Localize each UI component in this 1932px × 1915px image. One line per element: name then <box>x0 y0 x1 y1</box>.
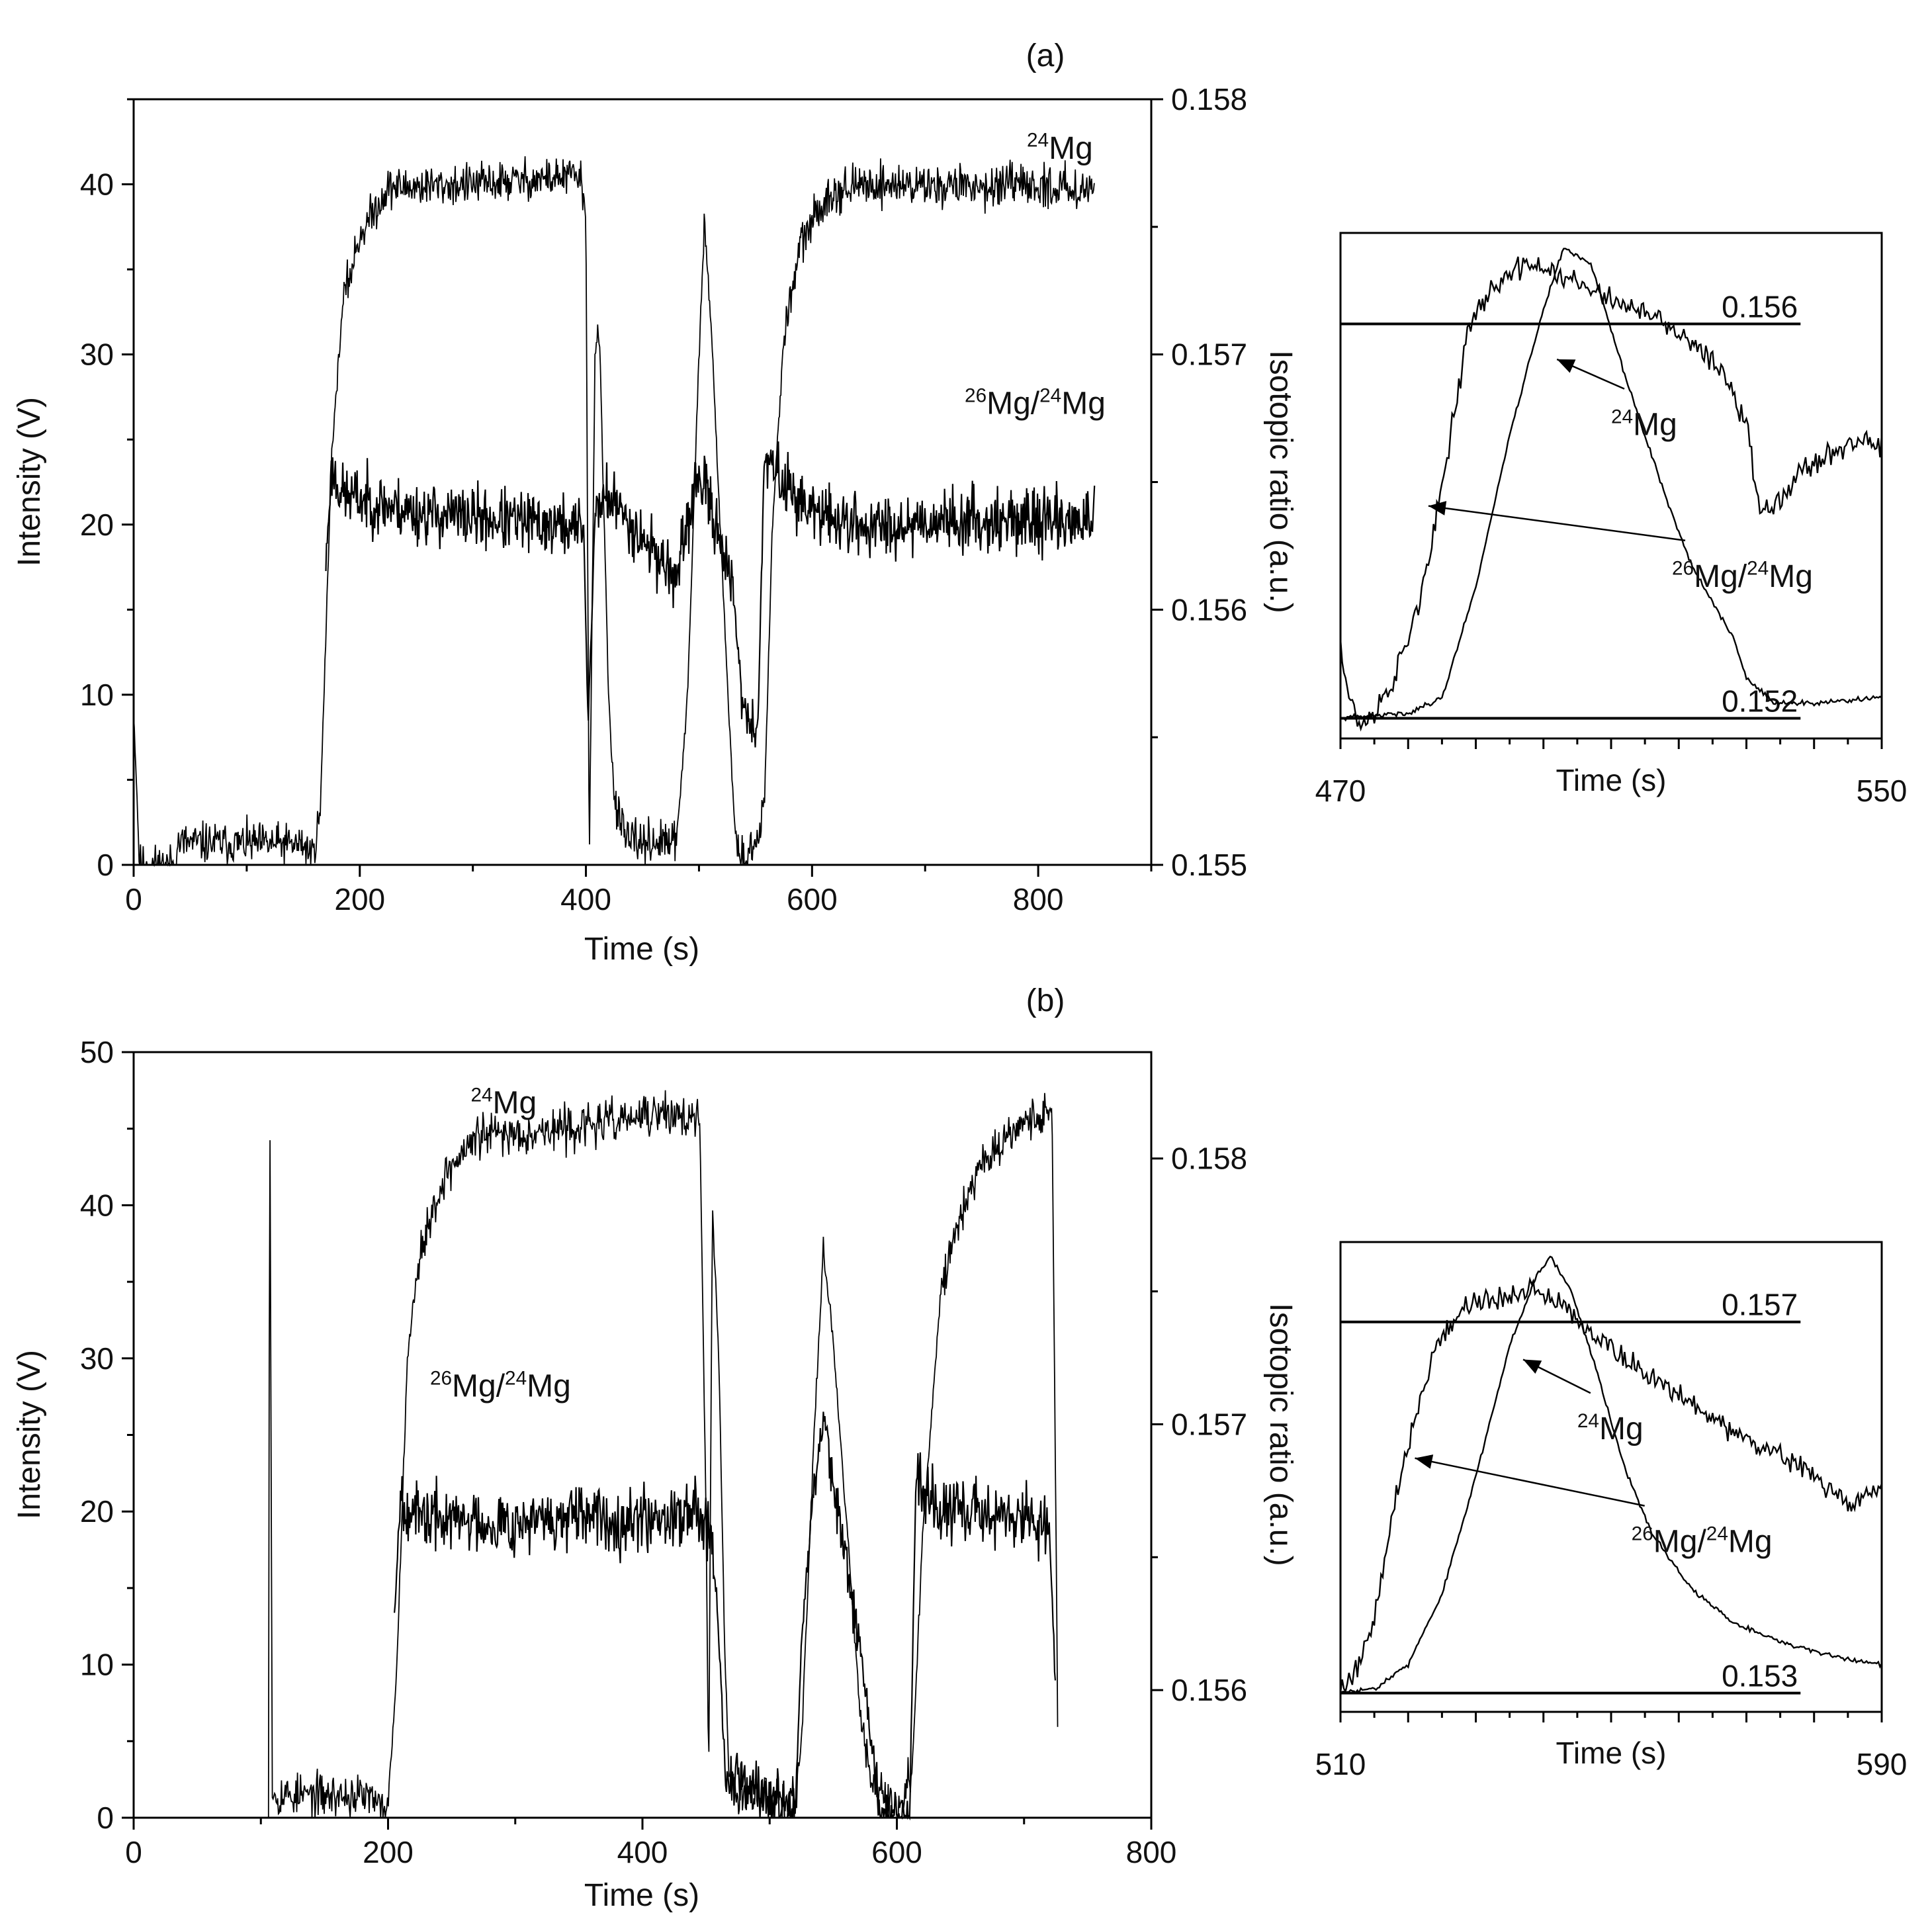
x-axis-label: Time (s) <box>1556 1736 1667 1770</box>
y2-tick-label: 0.157 <box>1171 1407 1247 1441</box>
series-annotation: 26Mg/24Mg <box>965 384 1106 421</box>
y-tick-label: 0 <box>97 848 114 882</box>
x-tick-label: 470 <box>1315 774 1366 808</box>
series-lines: 0.156 0.152 <box>1339 247 1883 732</box>
x-tick-label: 600 <box>871 1835 922 1869</box>
panel-a-inset-chart: Time (s) 470 550 0.156 0.152 24Mg 26Mg/24Mg <box>1315 232 1908 808</box>
y-tick-label: 20 <box>80 508 114 542</box>
x-tick-label: 600 <box>787 882 838 916</box>
y2-tick-label: 0.155 <box>1171 848 1247 882</box>
series-line-24Mg <box>1340 1255 1883 1695</box>
x-tick-label: 400 <box>560 882 611 916</box>
axis-ticks: 510 590 <box>1315 1712 1908 1781</box>
y2-axis-label: Isotopic ratio (a.u.) <box>1263 350 1298 613</box>
series-line-26Mg-24Mg <box>1339 1276 1883 1694</box>
series-line-24Mg <box>133 156 1095 868</box>
y-tick-label: 40 <box>80 167 114 202</box>
x-tick-label: 0 <box>125 1835 142 1869</box>
x-tick-label: 400 <box>617 1835 668 1869</box>
y-tick-label: 10 <box>80 678 114 712</box>
y2-tick-label: 0.158 <box>1171 1141 1247 1176</box>
y2-tick-label: 0.156 <box>1171 1673 1247 1707</box>
annotations: 24Mg 26Mg/24Mg <box>1415 1358 1773 1560</box>
series-line-26Mg-24Mg <box>325 441 1096 748</box>
reference-line-label: 0.157 <box>1722 1288 1798 1322</box>
reference-line-label: 0.152 <box>1722 684 1798 718</box>
series-lines <box>133 156 1096 868</box>
x-axis-label: Time (s) <box>584 932 699 967</box>
x-axis-label: Time (s) <box>584 1878 699 1913</box>
y2-tick-label: 0.156 <box>1171 592 1247 627</box>
series-annotation: 24Mg <box>1611 406 1677 442</box>
y-axis-label: Intensity (V) <box>12 1350 47 1519</box>
annotation-arrow-head <box>1428 501 1447 515</box>
reference-line-label: 0.153 <box>1722 1659 1798 1693</box>
panel-b-main-chart: (b) Time (s) Intensity (V) Isotopic rati… <box>12 983 1298 1913</box>
reference-line-label: 0.156 <box>1722 290 1798 324</box>
y2-axis-label: Isotopic ratio (a.u.) <box>1263 1303 1298 1566</box>
panel-b-inset-chart: Time (s) 510 590 0.157 0.153 24Mg 26Mg/24Mg <box>1315 1241 1908 1781</box>
y-tick-label: 10 <box>80 1648 114 1682</box>
annotations: 24Mg 26Mg/24Mg <box>965 130 1106 422</box>
series-annotation: 26Mg/24Mg <box>430 1367 571 1403</box>
series-annotation: 26Mg/24Mg <box>1672 558 1813 594</box>
y2-tick-label: 0.158 <box>1171 82 1247 116</box>
x-tick-label: 200 <box>334 882 385 916</box>
y-tick-label: 20 <box>80 1494 114 1529</box>
y2-tick-label: 0.157 <box>1171 337 1247 372</box>
series-annotation: 24Mg <box>1027 130 1093 166</box>
x-tick-label: 0 <box>125 882 142 916</box>
x-tick-label: 800 <box>1126 1835 1177 1869</box>
series-annotation: 24Mg <box>470 1084 537 1120</box>
series-lines: 0.157 0.153 <box>1339 1255 1883 1695</box>
annotation-arrow-head <box>1557 359 1576 373</box>
y-tick-label: 0 <box>97 1801 114 1835</box>
series-line-26Mg-24Mg <box>394 1411 1057 1821</box>
series-annotation: 26Mg/24Mg <box>1632 1523 1773 1559</box>
axis-ticks: 470 550 <box>1315 738 1908 808</box>
annotation-arrow-head <box>1415 1454 1434 1469</box>
axis-ticks: 0 200 400 600 800 0 10 20 30 40 50 0.156 0.157 0.158 <box>80 1035 1247 1869</box>
y-tick-label: 40 <box>80 1188 114 1222</box>
annotation-arrow-line <box>1415 1457 1645 1507</box>
panel-b-label: (b) <box>1026 983 1065 1018</box>
x-tick-label: 550 <box>1857 774 1908 808</box>
x-tick-label: 200 <box>363 1835 414 1869</box>
annotations: 24Mg 26Mg/24Mg <box>430 1084 571 1403</box>
x-axis-label: Time (s) <box>1556 763 1667 797</box>
x-tick-label: 800 <box>1013 882 1064 916</box>
y-axis-label: Intensity (V) <box>12 397 47 566</box>
series-line-26Mg-24Mg <box>1339 256 1883 732</box>
series-annotation: 24Mg <box>1577 1410 1644 1447</box>
annotation-arrow-line <box>1428 505 1686 542</box>
x-tick-label: 510 <box>1315 1747 1366 1781</box>
x-tick-label: 590 <box>1857 1747 1908 1781</box>
y-tick-label: 30 <box>80 1341 114 1376</box>
y-tick-label: 50 <box>80 1035 114 1069</box>
panel-a-label: (a) <box>1026 38 1065 73</box>
annotations: 24Mg 26Mg/24Mg <box>1428 358 1813 594</box>
panel-a-main-chart: (a) Time (s) Intensity (V) Isotopic rati… <box>12 38 1298 967</box>
series-lines <box>267 1090 1059 1821</box>
axis-ticks: 0 200 400 600 800 0 10 20 30 40 0.155 0.156 0.157 0.1… <box>80 82 1247 916</box>
annotation-arrow-head <box>1523 1359 1542 1374</box>
series-line-24Mg <box>1340 247 1882 722</box>
y-tick-label: 30 <box>80 337 114 372</box>
